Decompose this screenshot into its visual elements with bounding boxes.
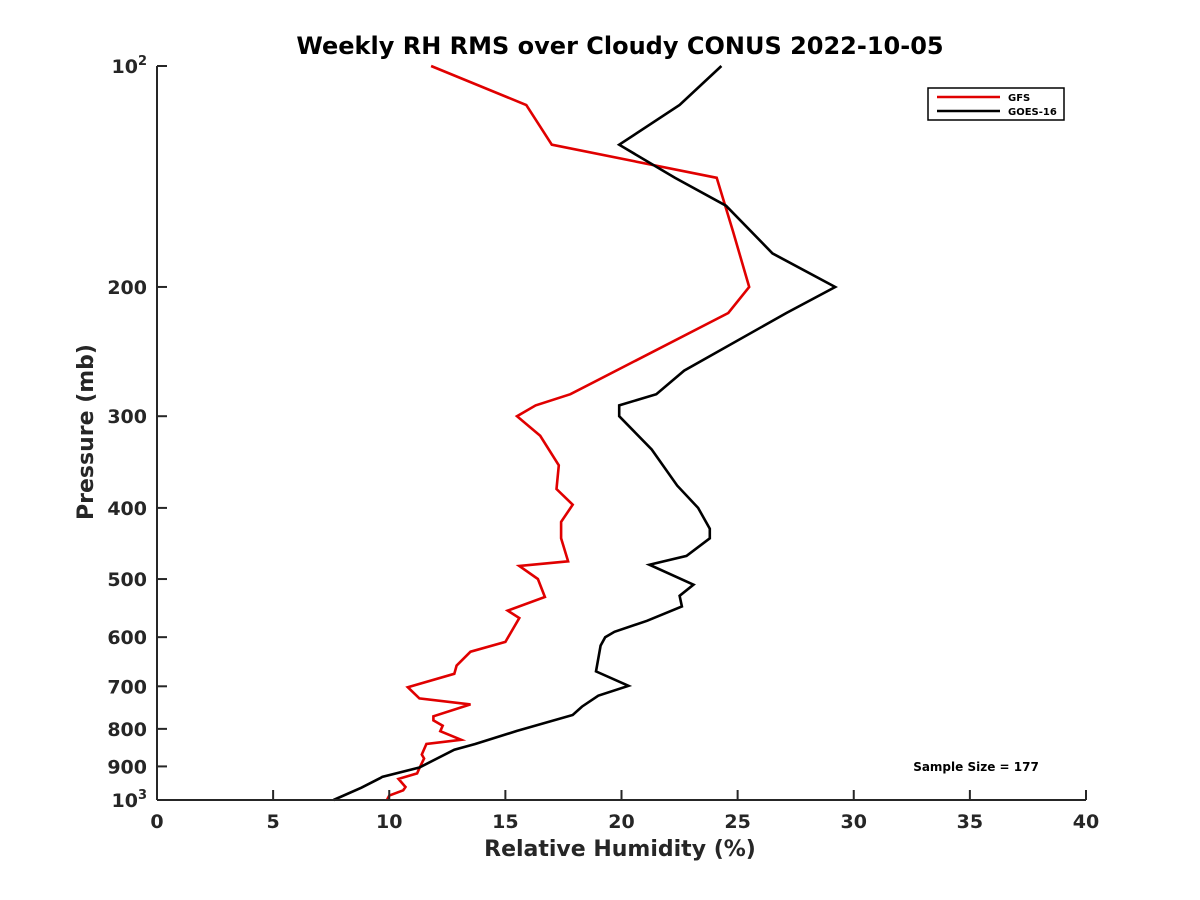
x-tick-label: 35 (957, 811, 983, 833)
legend-box (927, 87, 1065, 121)
y-tick-label: 800 (107, 719, 147, 741)
x-tick-label: 0 (150, 811, 163, 833)
y-tick-label: 102 (112, 54, 148, 78)
sample-size-annotation: Sample Size = 177 (913, 760, 1039, 774)
series-line-goes-16 (332, 65, 838, 802)
legend-label: GOES-16 (1008, 107, 1057, 118)
x-tick-label: 40 (1073, 811, 1099, 833)
y-tick-label: 400 (107, 498, 147, 520)
legend-label: GFS (1008, 93, 1030, 104)
y-tick-label: 700 (107, 676, 147, 698)
series-line-gfs (385, 64, 751, 801)
x-tick-label: 15 (492, 811, 518, 833)
x-axis-label: Relative Humidity (%) (484, 837, 756, 862)
chart-title: Weekly RH RMS over Cloudy CONUS 2022-10-… (296, 32, 943, 60)
y-tick-label: 200 (107, 277, 147, 299)
y-tick-label: 300 (107, 406, 147, 428)
legend: GFS GOES-16 (927, 87, 1065, 121)
y-tick-label: 500 (107, 569, 147, 591)
x-tick-label: 20 (608, 811, 634, 833)
y-axis-label: Pressure (mb) (74, 344, 99, 520)
y-tick-label: 900 (107, 756, 147, 778)
x-tick-label: 25 (724, 811, 750, 833)
series-layer (332, 64, 838, 802)
y-tick-label: 600 (107, 627, 147, 649)
axes (156, 65, 1087, 801)
x-tick-label: 5 (267, 811, 280, 833)
x-tick-label: 30 (841, 811, 867, 833)
y-tick-label: 103 (112, 788, 148, 812)
x-tick-label: 10 (376, 811, 402, 833)
